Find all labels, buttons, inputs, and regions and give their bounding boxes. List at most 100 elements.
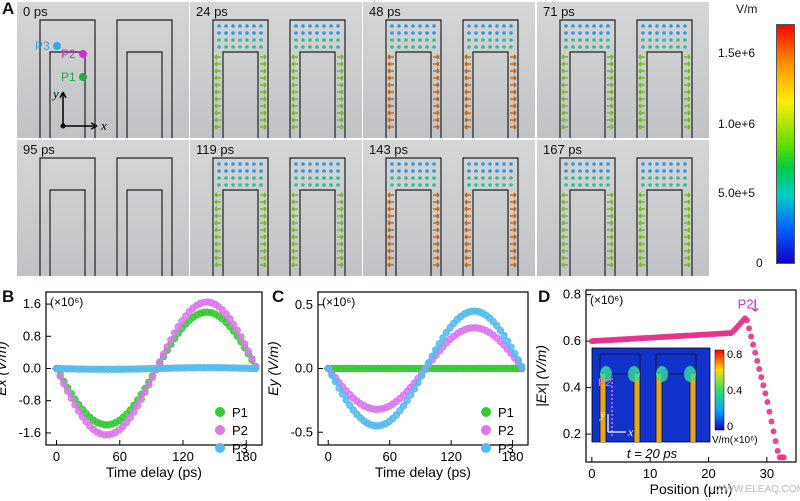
field-arrow-top xyxy=(315,38,319,42)
field-arrow-top xyxy=(502,31,506,35)
field-arrow-top xyxy=(418,162,422,166)
field-arrow-top xyxy=(411,38,415,42)
field-arrow xyxy=(638,61,645,67)
waveguide-inner-outline xyxy=(646,51,683,138)
field-arrow-top xyxy=(397,169,401,173)
field-arrow xyxy=(510,117,517,123)
field-arrow-top xyxy=(336,31,340,35)
data-point xyxy=(67,394,75,402)
field-arrow xyxy=(638,96,645,102)
field-arrow xyxy=(387,110,394,116)
field-arrow xyxy=(260,54,267,60)
field-arrow-top xyxy=(425,45,429,49)
field-arrow-top xyxy=(655,162,659,166)
waveguide-inner-outline xyxy=(222,51,259,138)
field-arrow-top xyxy=(322,183,326,187)
field-arrow xyxy=(291,68,298,74)
frame-time-label: 71 ps xyxy=(543,4,575,19)
waveguide-inner-outline xyxy=(126,189,163,276)
field-arrow xyxy=(387,192,394,198)
field-arrow-top xyxy=(662,176,666,180)
waveguide-inner-outline xyxy=(472,189,509,276)
field-arrow xyxy=(607,124,614,130)
x-axis-label: Position (μm) xyxy=(650,481,733,497)
field-arrow xyxy=(510,199,517,205)
x-tick-label: 0 xyxy=(325,449,332,464)
field-arrow-top xyxy=(329,176,333,180)
field-arrow-top xyxy=(502,162,506,166)
data-point xyxy=(439,334,447,342)
field-arrow-top xyxy=(592,169,596,173)
field-arrow-top xyxy=(418,24,422,28)
field-arrow xyxy=(214,103,221,109)
field-arrow-top xyxy=(662,24,666,28)
field-arrow xyxy=(433,96,440,102)
field-arrow-top xyxy=(606,169,610,173)
field-arrow-top xyxy=(641,45,645,49)
field-arrow xyxy=(260,89,267,95)
x-tick-label: 180 xyxy=(502,449,524,464)
inset-colorbar-tick: 0 xyxy=(727,421,733,433)
field-arrow-top xyxy=(231,162,235,166)
field-arrow xyxy=(433,103,440,109)
inset-colorbar xyxy=(714,349,725,431)
peak-annotation: P2 xyxy=(738,296,754,311)
field-arrow-top xyxy=(397,176,401,180)
field-arrow-top xyxy=(315,45,319,49)
field-arrow-top xyxy=(662,162,666,166)
field-arrow xyxy=(684,75,691,81)
field-arrow-top xyxy=(224,183,228,187)
field-arrow xyxy=(260,103,267,109)
field-arrow xyxy=(607,75,614,81)
field-arrow xyxy=(607,192,614,198)
field-arrow-top xyxy=(252,183,256,187)
field-arrow-top xyxy=(488,24,492,28)
field-arrow xyxy=(464,96,471,102)
field-arrow-top xyxy=(495,183,499,187)
field-arrow xyxy=(260,227,267,233)
field-arrow-top xyxy=(599,169,603,173)
field-arrow xyxy=(260,110,267,116)
field-arrow-top xyxy=(231,24,235,28)
field-arrow-top xyxy=(564,183,568,187)
field-arrow xyxy=(337,110,344,116)
field-arrow xyxy=(214,68,221,74)
waveguide-outline xyxy=(212,157,269,276)
field-arrow xyxy=(433,124,440,130)
field-arrow xyxy=(510,54,517,60)
field-arrow-top xyxy=(329,162,333,166)
data-point xyxy=(156,358,164,366)
field-arrow-top xyxy=(606,183,610,187)
field-arrow xyxy=(433,234,440,240)
field-arrow xyxy=(337,220,344,226)
inset-waveguide-outline xyxy=(599,353,641,442)
field-arrow-top xyxy=(336,45,340,49)
field-arrow-top xyxy=(231,169,235,173)
field-arrow xyxy=(607,68,614,74)
frame-time-label: 167 ps xyxy=(543,142,583,157)
field-arrow-top xyxy=(495,162,499,166)
axis-label: x xyxy=(100,118,107,133)
field-arrow xyxy=(607,61,614,67)
field-arrow-top xyxy=(495,24,499,28)
field-arrow xyxy=(638,54,645,60)
field-arrow xyxy=(214,199,221,205)
field-arrow xyxy=(337,199,344,205)
field-arrow-top xyxy=(648,162,652,166)
field-arrow-top xyxy=(390,38,394,42)
frame-svg: P3 P2 P1 x y xyxy=(35,19,173,138)
probe-dot xyxy=(79,73,87,81)
y-axis-label: Ex (V/m) xyxy=(0,341,9,395)
data-point xyxy=(762,390,769,397)
field-arrow xyxy=(684,82,691,88)
field-arrow xyxy=(510,61,517,67)
field-arrow xyxy=(684,234,691,240)
field-arrow xyxy=(607,82,614,88)
field-arrow xyxy=(464,54,471,60)
field-arrow-top xyxy=(599,183,603,187)
waveguide-inner-outline xyxy=(472,51,509,138)
field-arrow-top xyxy=(648,31,652,35)
field-arrow-top xyxy=(571,24,575,28)
probe-dot xyxy=(53,42,61,50)
panel-d-letter: D xyxy=(538,287,551,306)
